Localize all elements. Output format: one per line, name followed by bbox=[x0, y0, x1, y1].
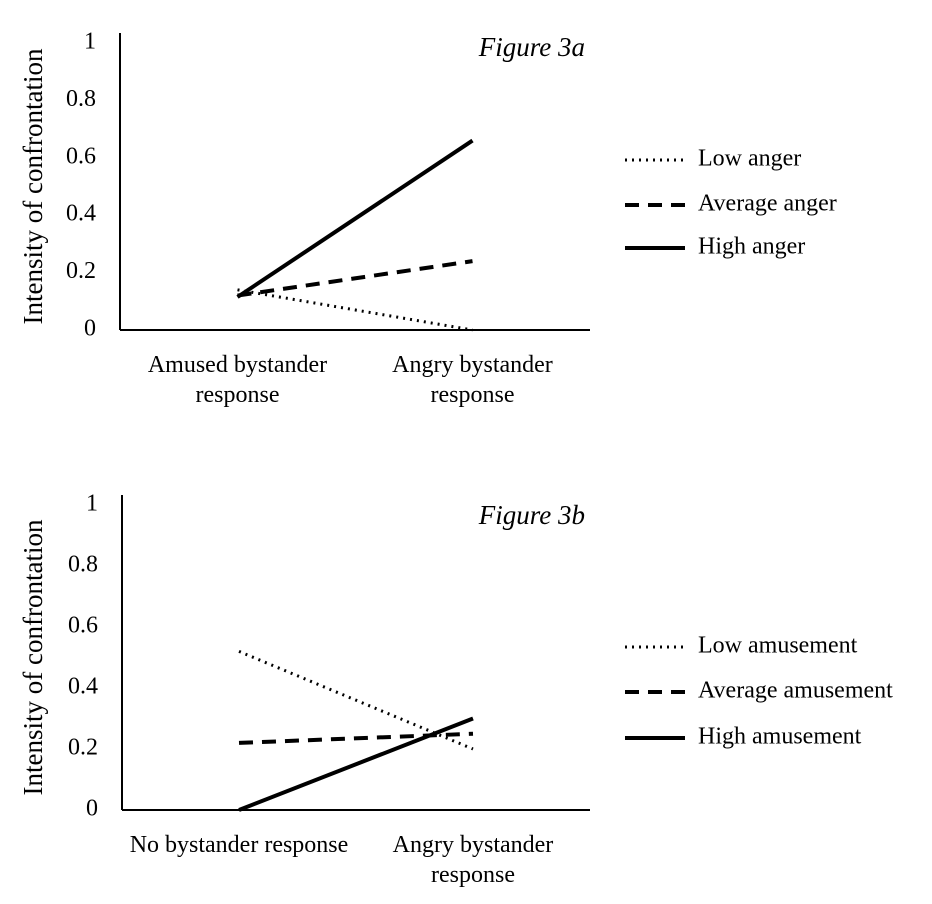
line bbox=[238, 716, 474, 812]
y-tick-label: 0.6 bbox=[68, 613, 98, 639]
x-tick-label: Angry bystander response bbox=[392, 832, 554, 888]
legend-label: High amusement bbox=[698, 724, 862, 750]
figure-title: Figure 3b bbox=[478, 500, 585, 530]
y-tick-label: 1 bbox=[86, 491, 98, 517]
y-tick-label: 0.2 bbox=[66, 258, 96, 284]
line bbox=[237, 259, 473, 298]
y-tick-label: 0 bbox=[86, 796, 98, 822]
y-tick-label: 0.8 bbox=[68, 552, 98, 578]
y-tick-label: 0.8 bbox=[66, 86, 96, 112]
legend-label: High anger bbox=[698, 234, 805, 260]
legend-label: Low amusement bbox=[698, 633, 858, 659]
legend-label: Low anger bbox=[698, 146, 801, 172]
legend-label: Average anger bbox=[698, 191, 837, 217]
y-tick-label: 1 bbox=[84, 29, 96, 55]
y-tick-label: 0.4 bbox=[66, 201, 96, 227]
x-tick-label: Amused bystander response bbox=[147, 352, 328, 408]
x-tick-label: No bystander response bbox=[129, 832, 349, 858]
legend-label: Average amusement bbox=[698, 678, 893, 704]
line bbox=[237, 288, 473, 332]
y-axis-label: Intensity of confrontation bbox=[18, 48, 48, 324]
y-tick-label: 0 bbox=[84, 316, 96, 342]
x-tick-label: Angry bystander response bbox=[392, 352, 553, 408]
line bbox=[238, 731, 474, 745]
y-tick-label: 0.6 bbox=[66, 143, 96, 169]
y-tick-label: 0.4 bbox=[68, 674, 98, 700]
figure-title: Figure 3a bbox=[478, 32, 585, 62]
line bbox=[236, 138, 474, 299]
y-tick-label: 0.2 bbox=[68, 735, 98, 761]
y-axis-label: Intensity of confrontation bbox=[18, 519, 48, 795]
